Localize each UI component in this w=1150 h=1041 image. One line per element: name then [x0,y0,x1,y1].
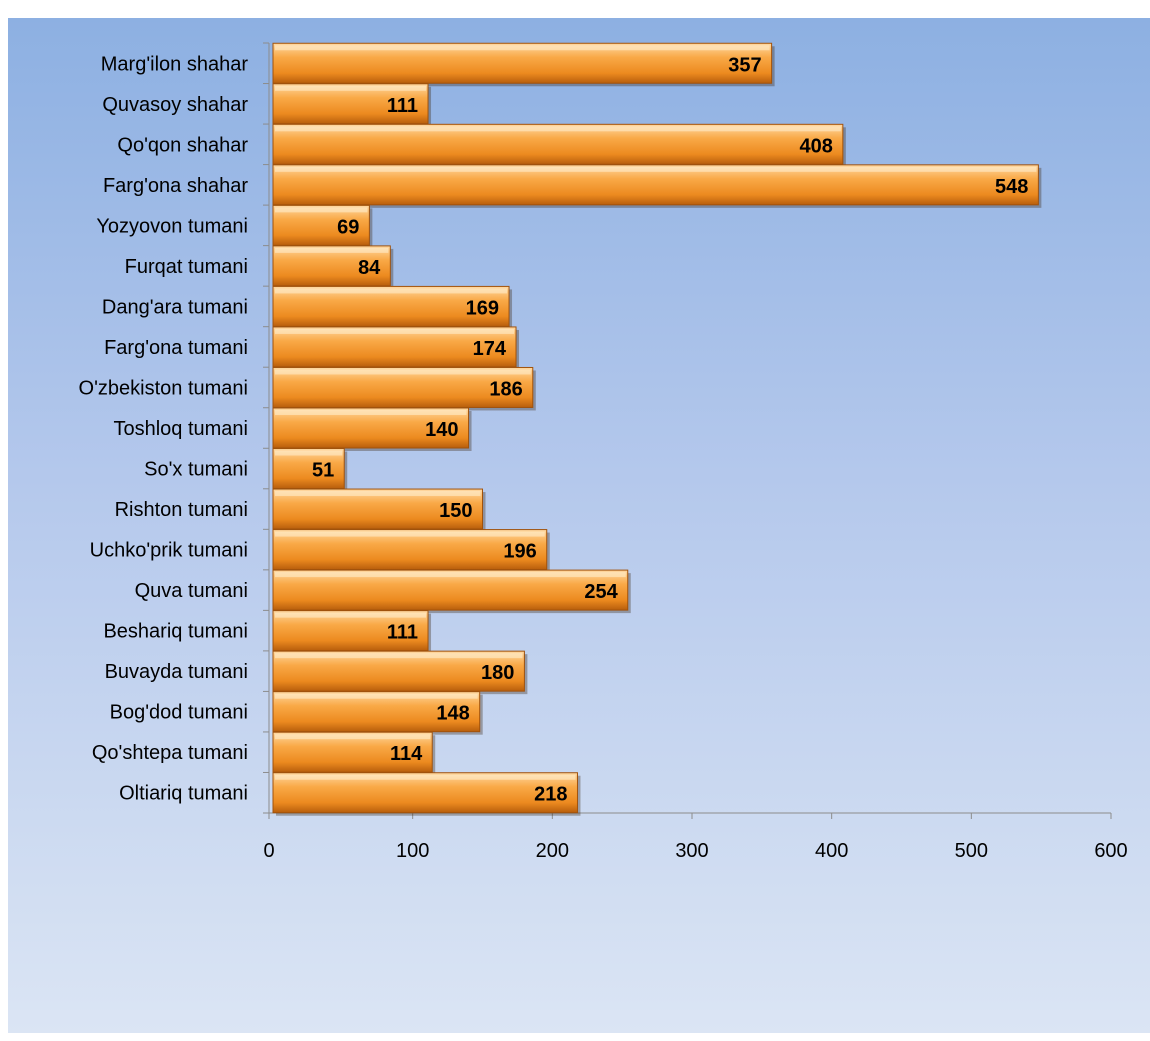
bar-highlight [275,247,389,253]
category-label: Beshariq tumani [103,621,248,643]
category-label: Dang'ara tumani [102,296,248,318]
bar-highlight [275,612,427,618]
data-label: 357 [728,54,761,76]
category-label: Buvayda tumani [105,661,248,683]
x-tick-label: 0 [263,840,274,862]
bar-highlight [275,653,523,659]
bar-highlight [275,126,841,132]
data-label: 548 [995,176,1028,198]
bar-highlight [275,572,626,578]
category-label: Furqat tumani [125,256,248,278]
category-labels: Marg'ilon shahar Quvasoy shahar Qo'qon sha… [79,53,249,804]
data-label: 84 [358,257,381,279]
bar-highlight [275,328,515,334]
bar-highlight [275,734,431,740]
bar-highlight [275,531,545,537]
category-label: Bog'dod tumani [110,702,248,724]
data-label: 114 [390,743,423,765]
category-label: Uchko'prik tumani [90,540,248,562]
bar-highlight [275,410,467,415]
category-label: Quvasoy shahar [102,94,248,116]
data-label: 180 [481,662,514,684]
data-label: 196 [503,541,536,563]
data-label: 111 [387,622,418,644]
bar-highlight [275,45,770,51]
category-label: Rishton tumani [115,499,248,521]
data-label: 186 [489,378,522,400]
category-label: Yozyovon tumani [96,215,248,237]
data-label: 140 [425,419,458,441]
bar-highlight [275,85,427,91]
x-tick-label: 500 [955,840,988,862]
data-label: 218 [534,784,567,806]
category-label: Marg'ilon shahar [101,53,249,75]
category-label: Quva tumani [135,580,248,602]
data-labels: 357 111 408 548 69 84 169 174 186 140 51 150 196 254 1… [312,54,1028,805]
data-label: 51 [312,460,334,482]
data-label: 111 [387,95,418,117]
bar-highlight [275,693,478,699]
bar-highlight [275,207,368,213]
data-label: 150 [439,500,472,522]
bar-highlight [275,491,481,497]
category-label: Toshloq tumani [113,418,248,440]
data-label: 254 [584,581,618,603]
bar-highlight [275,774,576,780]
data-label: 69 [337,216,359,238]
category-label: Qo'qon shahar [117,134,248,156]
category-label: O'zbekiston tumani [79,377,248,399]
category-label: Qo'shtepa tumani [92,742,248,764]
x-tick-labels: 0 100 200 300 400 500 600 [263,840,1127,862]
bar-highlight [275,166,1037,172]
bars [272,42,1042,816]
bar-highlight [275,369,531,375]
x-tick-label: 200 [536,840,569,862]
category-label: Farg'ona shahar [103,175,248,197]
x-tick-label: 100 [396,840,429,862]
data-label: 169 [466,297,499,319]
x-tick-label: 300 [675,840,708,862]
x-tick-label: 600 [1094,840,1127,862]
data-label: 408 [799,135,832,157]
category-label: Oltiariq tumani [119,783,248,805]
category-label: So'x tumani [144,459,248,481]
x-tick-label: 400 [815,840,848,862]
category-label: Farg'ona tumani [104,337,248,359]
data-label: 174 [473,338,507,360]
bar-highlight [275,288,508,294]
bar-highlight [275,450,343,456]
data-label: 148 [436,703,469,725]
